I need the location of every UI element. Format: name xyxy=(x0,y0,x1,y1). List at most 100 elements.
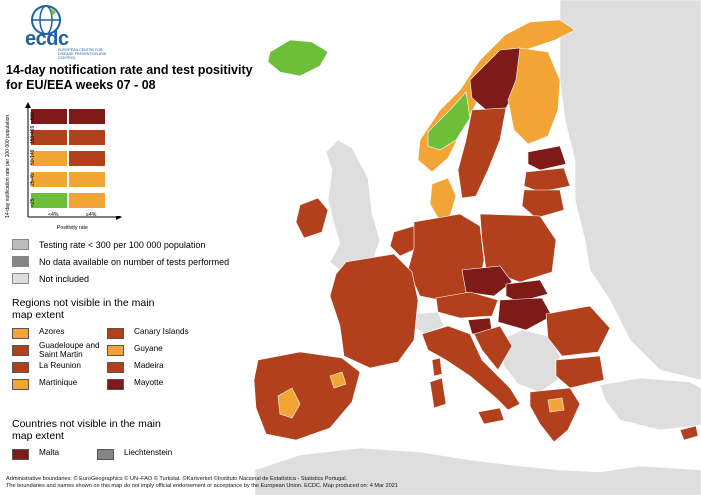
country-item: Malta xyxy=(12,448,112,461)
legend-label: No data available on number of tests per… xyxy=(39,257,230,267)
legend-label: Testing rate < 300 per 100 000 populatio… xyxy=(39,240,206,250)
map-region-uk xyxy=(325,139,381,273)
matrix-cell xyxy=(30,108,68,125)
y-tick-label: 25-49 xyxy=(30,173,36,186)
y-tick-label: ≥500 xyxy=(30,111,36,123)
matrix-cell xyxy=(30,192,68,209)
footer-line-2: The boundaries and names shown on this m… xyxy=(6,483,398,489)
map-region-bulgaria xyxy=(555,355,605,389)
region-item-label: Guyane xyxy=(134,344,163,353)
region-item: Guadeloupe and Saint Martin xyxy=(12,341,112,359)
legend-item: No data available on number of tests per… xyxy=(12,256,272,268)
matrix-cell xyxy=(30,171,68,188)
legend-item: Not included xyxy=(12,273,272,285)
map-region-estonia xyxy=(527,145,567,171)
map-region-north-africa xyxy=(254,447,701,495)
region-item: Canary Islands xyxy=(107,327,207,340)
swatch xyxy=(107,379,124,390)
matrix-cell xyxy=(68,108,106,125)
matrix-axes xyxy=(28,216,122,220)
map-region-greece-orange xyxy=(547,397,565,413)
country-item-label: Liechtenstein xyxy=(124,448,173,457)
map-region-norway-south xyxy=(427,91,471,151)
map-region-denmark xyxy=(429,177,457,219)
swatch xyxy=(107,345,124,356)
y-tick-label: <25 xyxy=(30,198,36,207)
map-region-cyprus xyxy=(679,425,699,441)
map-region-balkans xyxy=(499,329,561,393)
map-region-poland xyxy=(479,213,557,283)
map-region-eastern-europe xyxy=(559,0,701,381)
x-axis-title: Positivity rate xyxy=(57,225,88,231)
footer-line-1: Administrative boundaries: © EuroGeograp… xyxy=(6,476,348,482)
swatch xyxy=(12,345,29,356)
globe-icon xyxy=(31,5,61,35)
map-region-corsica xyxy=(431,357,443,377)
map-region-spain-orange xyxy=(329,371,347,389)
region-item: Madeira xyxy=(107,361,207,374)
map-region-croatia xyxy=(473,325,513,371)
swatch xyxy=(97,449,114,460)
map-region-slovakia xyxy=(505,279,549,303)
y-tick-label: 50-149 xyxy=(30,149,36,165)
matrix-cell xyxy=(68,150,106,167)
map-region-ireland xyxy=(295,197,329,239)
country-item: Liechtenstein xyxy=(97,448,197,461)
region-item-label: La Reunion xyxy=(39,361,81,370)
region-item: Azores xyxy=(12,327,112,340)
logo-text: ecdc xyxy=(25,28,69,50)
footer: Administrative boundaries: © EuroGeograp… xyxy=(6,476,696,490)
map-region-finland xyxy=(507,47,561,145)
region-item-label: Guadeloupe and Saint Martin xyxy=(39,341,100,359)
matrix-cell xyxy=(30,150,68,167)
legend-item: Testing rate < 300 per 100 000 populatio… xyxy=(12,239,272,251)
y-tick-label: 150-499 xyxy=(30,125,36,144)
map-region-italy xyxy=(421,325,521,411)
map-region-latvia xyxy=(523,167,571,193)
map-region-iberia xyxy=(253,351,361,441)
legend-label: Not included xyxy=(39,274,90,284)
legend-swatch xyxy=(12,273,29,284)
matrix-cell xyxy=(30,129,68,146)
y-axis-title: 14-day notification rate per 100 000 pop… xyxy=(5,114,11,218)
swatch xyxy=(12,328,29,339)
countries-title: Countries not visible in the main map ex… xyxy=(12,418,161,442)
map-region-iceland xyxy=(267,39,329,77)
legend-swatch xyxy=(12,239,29,250)
x-tick-label: ≥4% xyxy=(86,212,97,218)
region-item-label: Martinique xyxy=(39,378,78,387)
swatch xyxy=(107,362,124,373)
map-region-hungary xyxy=(497,297,553,331)
region-item-label: Mayotte xyxy=(134,378,164,387)
logo-subtitle: EUROPEAN CENTRE FOR DISEASE PREVENTION A… xyxy=(58,48,107,61)
map-region-lithuania xyxy=(521,189,565,219)
map-region-sweden-south xyxy=(457,107,507,199)
map-region-netherlands xyxy=(389,225,419,257)
map-title: 14-day notification rate and test positi… xyxy=(6,63,253,92)
swatch xyxy=(12,362,29,373)
matrix-cell xyxy=(68,171,106,188)
map-region-turkey xyxy=(599,377,701,431)
swatch xyxy=(107,328,124,339)
map-region-portugal-orange xyxy=(277,387,301,419)
region-item-label: Azores xyxy=(39,327,65,336)
map-region-france xyxy=(329,253,419,369)
map-region-greece xyxy=(529,387,581,443)
map-region-sardinia xyxy=(429,377,447,409)
region-item: Martinique xyxy=(12,378,112,391)
map-region-romania xyxy=(545,305,611,357)
region-item: La Reunion xyxy=(12,361,112,374)
matrix-y-arrow xyxy=(25,102,31,217)
x-tick-label: <4% xyxy=(48,212,59,218)
country-item-label: Malta xyxy=(39,448,60,457)
region-item: Mayotte xyxy=(107,378,207,391)
map-region-sicily xyxy=(477,407,505,425)
map-region-czechia xyxy=(461,265,513,297)
region-item: Guyane xyxy=(107,344,207,357)
region-item-label: Canary Islands xyxy=(134,327,189,336)
region-item-label: Madeira xyxy=(134,361,164,370)
ecdc-logo xyxy=(6,4,116,60)
swatch xyxy=(12,449,29,460)
swatch xyxy=(12,379,29,390)
